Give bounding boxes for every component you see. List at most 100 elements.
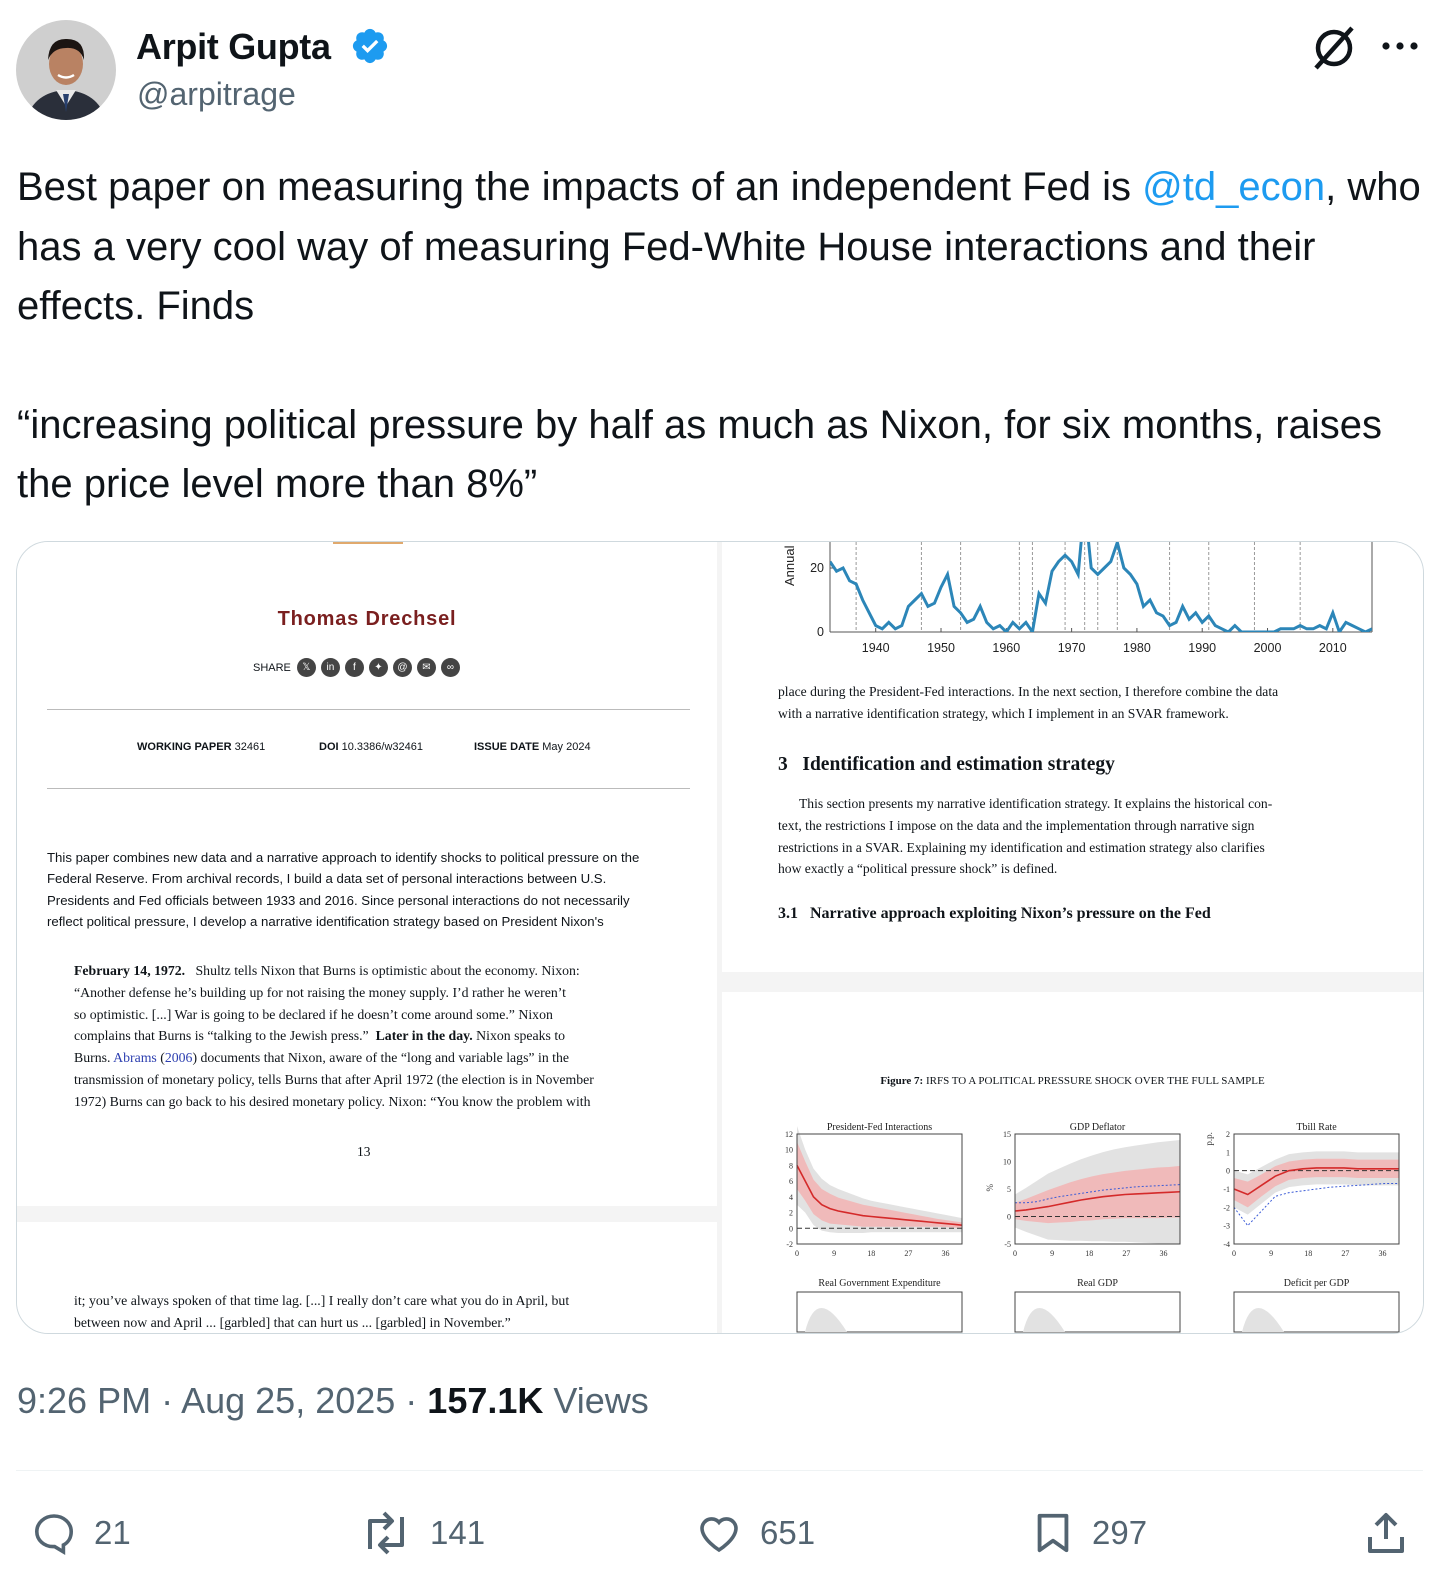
median-line — [1233, 1167, 1399, 1196]
y-tick-label: 0 — [1226, 1167, 1230, 1176]
tweet-time[interactable]: 9:26 PM — [17, 1380, 152, 1421]
retweet-count: 141 — [430, 1514, 486, 1551]
y-tick-label: 15 — [1003, 1130, 1011, 1139]
author-handle[interactable]: @arpitrage — [137, 76, 296, 112]
abstract-line: reflect political pressure, I develop a … — [47, 913, 604, 929]
retweet-button[interactable]: 141 — [358, 1508, 485, 1558]
abstract-line: Presidents and Fed officials between 193… — [47, 892, 630, 908]
section-heading: 3 Identification and estimation strategy — [778, 754, 1115, 775]
right-paragraph-2: This section presents my narrative ident… — [778, 796, 1273, 877]
x-tick-label: 1970 — [1058, 641, 1086, 655]
y-tick-label: 10 — [1003, 1158, 1011, 1167]
alt-series-line — [1233, 1183, 1399, 1227]
x-tick-label: 1960 — [992, 641, 1020, 655]
y-tick-label: 10 — [785, 1146, 793, 1155]
x-tick-label: 0 — [1013, 1249, 1017, 1258]
paper-page-right-figure: Figure 7: IRFS TO A POLITICAL PRESSURE S… — [722, 992, 1423, 1333]
paper-author: Thomas Drechsel — [277, 608, 457, 630]
y-tick-label: -5 — [1004, 1240, 1011, 1249]
linkedin-share-icon[interactable]: in — [320, 658, 340, 677]
views-count: 157.1K — [427, 1380, 544, 1421]
divider — [47, 709, 690, 710]
confidence-band-outer — [1242, 1308, 1284, 1332]
bluesky-share-icon[interactable]: ✦ — [368, 658, 388, 677]
divider — [16, 1470, 1423, 1471]
threads-share-icon[interactable]: @ — [392, 658, 412, 677]
abstract-line: This paper combines new data and a narra… — [47, 850, 640, 865]
y-tick-label: 2 — [789, 1209, 793, 1218]
grok-icon[interactable] — [1308, 22, 1360, 74]
x-tick-label: 18 — [1085, 1249, 1093, 1258]
reply-icon — [34, 1514, 74, 1555]
y-tick-label: -2 — [786, 1240, 793, 1249]
share-button[interactable] — [1362, 1508, 1410, 1558]
panel-title: GDP Deflator — [1070, 1122, 1126, 1133]
share-row: SHARE 𝕏 in f ✦ @ ✉ ∞ — [253, 658, 465, 677]
facebook-share-icon[interactable]: f — [344, 658, 364, 677]
x-tick-label: 18 — [867, 1249, 875, 1258]
y-tick-label: 5 — [1007, 1185, 1011, 1194]
excerpt: February 14, 1972. Shultz tells Nixon th… — [74, 963, 594, 1109]
panel-frame — [796, 1291, 963, 1333]
subsection-heading: 3.1 Narrative approach exploiting Nixon’… — [778, 905, 1211, 922]
confidence-band-outer — [1023, 1308, 1065, 1332]
share-label: SHARE — [253, 661, 291, 674]
page-number: 13 — [357, 1144, 371, 1159]
email-share-icon[interactable]: ✉ — [416, 658, 436, 677]
media-image[interactable]: Thomas Drechsel SHARE 𝕏 in f ✦ @ ✉ ∞ WOR… — [16, 541, 1424, 1334]
link-share-icon[interactable]: ∞ — [440, 658, 460, 677]
doi: DOI 10.3386/w32461 — [319, 741, 423, 753]
x-tick-label: 27 — [1341, 1249, 1349, 1258]
paper-page-left: Thomas Drechsel SHARE 𝕏 in f ✦ @ ✉ ∞ WOR… — [17, 542, 717, 1206]
y-tick-label: 2 — [1226, 1130, 1230, 1139]
divider — [47, 788, 690, 789]
right-paragraph-1: place during the President-Fed interacti… — [778, 684, 1279, 721]
y-tick-label: 0 — [817, 625, 824, 639]
y-tick-label: 0 — [789, 1224, 793, 1233]
median-line — [1014, 1190, 1181, 1212]
like-count: 651 — [760, 1514, 816, 1551]
views-label: Views — [553, 1380, 649, 1421]
avatar[interactable] — [16, 20, 116, 120]
x-tick-label: 9 — [1050, 1249, 1054, 1258]
y-tick-label: -1 — [1223, 1185, 1230, 1194]
panel-title: President-Fed Interactions — [827, 1122, 932, 1133]
verified-badge-icon — [352, 28, 388, 64]
more-options-icon[interactable] — [1380, 40, 1420, 52]
mention-link[interactable]: @td_econ — [1142, 165, 1326, 209]
x-tick-label: 0 — [1232, 1249, 1236, 1258]
y-tick-label: -4 — [1223, 1240, 1230, 1249]
citation-link[interactable]: Abrams — [113, 1050, 157, 1066]
y-tick-label: 8 — [789, 1161, 793, 1170]
tab-accent — [333, 542, 403, 544]
x-tick-label: 1990 — [1188, 641, 1216, 655]
tweet-quote: “increasing political pressure by half a… — [17, 402, 1382, 507]
x-tick-label: 2010 — [1319, 641, 1347, 655]
tweet-date[interactable]: Aug 25, 2025 — [181, 1380, 396, 1421]
bookmark-button[interactable]: 297 — [1030, 1508, 1147, 1558]
y-tick-label: 20 — [810, 561, 824, 575]
reply-button[interactable]: 21 — [30, 1508, 131, 1558]
bookmark-icon — [1037, 1513, 1069, 1553]
x-tick-label: 27 — [904, 1249, 912, 1258]
tweet-meta: 9:26 PM · Aug 25, 2025 · 157.1K Views — [17, 1380, 649, 1421]
x-tick-label: 0 — [795, 1249, 799, 1258]
share-icon — [1368, 1513, 1404, 1553]
x-share-icon[interactable]: 𝕏 — [296, 658, 316, 677]
panel-title: Tbill Rate — [1296, 1122, 1337, 1133]
x-tick-label: 36 — [942, 1249, 950, 1258]
y-tick-label: 0 — [1007, 1213, 1011, 1222]
author-name[interactable]: Arpit Gupta — [136, 26, 331, 67]
annual-interactions-chart: 1940 1950 1960 1970 1980 1990 2000 2010 0 20 Annua… — [782, 542, 1373, 655]
tweet-paragraph: Best paper on measuring the impacts of a… — [17, 158, 1427, 337]
paper-page-left-next: it; you’ve always spoken of that time la… — [17, 1222, 717, 1333]
x-tick-label: 9 — [832, 1249, 836, 1258]
like-button[interactable]: 651 — [694, 1508, 815, 1558]
excerpt-continued: it; you’ve always spoken of that time la… — [74, 1293, 570, 1330]
panel-frame — [796, 1133, 963, 1245]
abstract: This paper combines new data and a narra… — [47, 847, 639, 932]
y-tick-label: -2 — [1223, 1203, 1230, 1212]
confidence-band-inner — [1015, 1165, 1180, 1224]
series-line — [830, 542, 1372, 632]
